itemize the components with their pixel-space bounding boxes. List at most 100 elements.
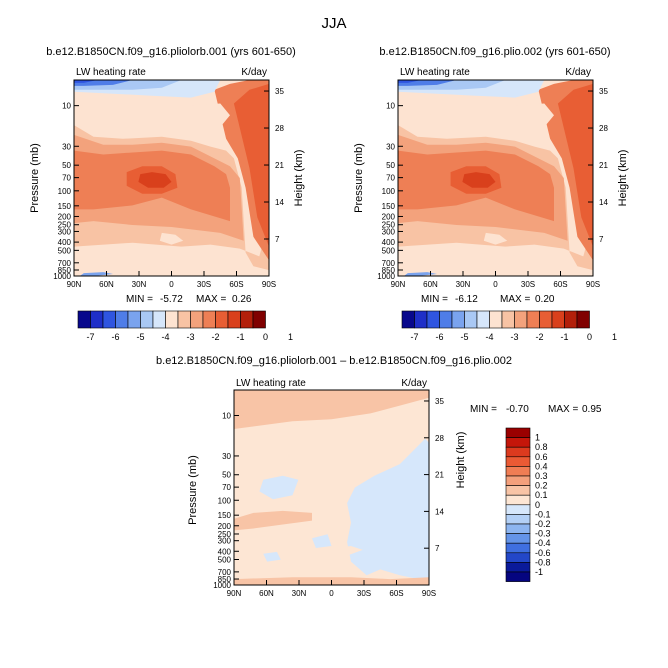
pressure-tick-label: 200	[218, 522, 232, 531]
panel-1-ylabel: Pressure (mb)	[29, 143, 41, 213]
pressure-tick-label: 400	[218, 547, 232, 556]
colorbar-swatch	[140, 310, 154, 329]
colorbar-swatch	[215, 310, 229, 329]
colorbar-label: -4	[161, 332, 169, 342]
pressure-tick-label: 50	[222, 471, 231, 480]
colorbar-swatch	[165, 310, 179, 329]
contour-band	[263, 551, 281, 562]
panel-3-max-label: MAX =	[548, 404, 578, 415]
colorbar-swatch	[539, 310, 553, 329]
colorbar-swatch	[102, 310, 116, 329]
colorbar-swatch	[401, 310, 415, 329]
colorbar-label: -6	[435, 332, 443, 342]
x-tick-label: 30N	[292, 589, 307, 598]
colorbar-swatch	[505, 571, 531, 582]
colorbar-swatch	[551, 310, 565, 329]
colorbar-label: -1	[535, 567, 543, 577]
figure-title: JJA	[321, 15, 346, 32]
height-tick-label: 7	[435, 544, 440, 553]
contour-band	[398, 99, 554, 127]
colorbar-swatch	[202, 310, 216, 329]
height-tick-label: 35	[275, 87, 284, 96]
colorbar-label: 0.4	[535, 461, 548, 471]
colorbar-label: 0.3	[535, 471, 548, 481]
height-tick-label: 14	[599, 198, 608, 207]
height-tick-label: 28	[599, 124, 608, 133]
colorbar-label: -4	[485, 332, 493, 342]
pressure-tick-label: 50	[62, 161, 71, 170]
pressure-tick-label: 850	[58, 266, 72, 275]
pressure-tick-label: 70	[386, 174, 395, 183]
panel-1-ylabel-right: Height (km)	[293, 150, 305, 207]
panel-3-colorbar: 10.80.60.40.30.20.10-0.1-0.2-0.3-0.4-0.6…	[505, 427, 551, 582]
colorbar-label: -0.4	[535, 538, 551, 548]
panel-3: b.e12.B1850CN.f09_g16.pliolorb.001 – b.e…	[156, 355, 602, 598]
colorbar-label: -0.8	[535, 557, 551, 567]
colorbar-label: 0	[587, 332, 592, 342]
colorbar-swatch	[127, 310, 141, 329]
colorbar-label: -3	[510, 332, 518, 342]
panel-3-min-label: MIN =	[470, 404, 497, 415]
pressure-tick-label: 300	[58, 227, 72, 236]
panel-1-min-label: MIN =	[126, 294, 153, 305]
pressure-tick-label: 150	[58, 202, 72, 211]
height-tick-label: 35	[435, 397, 444, 406]
height-tick-label: 7	[599, 235, 604, 244]
x-tick-label: 60N	[259, 589, 274, 598]
pressure-tick-label: 500	[382, 246, 396, 255]
colorbar-label: -3	[186, 332, 194, 342]
colorbar-label: 0.2	[535, 481, 548, 491]
panel-1-colorbar: -7 -6 -5 -4 -3 -2 -1 0 1	[77, 310, 293, 342]
colorbar-swatch	[489, 310, 503, 329]
x-tick-label: 30S	[357, 589, 371, 598]
pressure-tick-label: 100	[382, 187, 396, 196]
pressure-tick-label: 500	[58, 246, 72, 255]
colorbar-label: 0	[263, 332, 268, 342]
pressure-tick-label: 150	[218, 511, 232, 520]
panel-2-min-value: -6.12	[455, 294, 478, 305]
contour-band	[233, 83, 269, 247]
height-tick-label: 21	[599, 161, 608, 170]
contour-band	[321, 546, 363, 558]
x-tick-label: 60N	[423, 280, 438, 289]
colorbar-swatch	[177, 310, 191, 329]
contour-band	[312, 534, 332, 548]
pressure-tick-label: 1000	[213, 581, 231, 590]
x-tick-label: 30S	[521, 280, 535, 289]
x-tick-label: 30S	[197, 280, 211, 289]
colorbar-swatch	[505, 504, 531, 515]
pressure-tick-label: 200	[58, 212, 72, 221]
colorbar-swatch	[505, 427, 531, 438]
contour-band	[74, 99, 230, 127]
pressure-tick-label: 700	[382, 259, 396, 268]
colorbar-label: -7	[86, 332, 94, 342]
colorbar-swatch	[505, 523, 531, 534]
height-tick-label: 28	[275, 124, 284, 133]
pressure-tick-label: 850	[218, 575, 232, 584]
x-tick-label: 90S	[262, 280, 276, 289]
x-tick-label: 90S	[422, 589, 436, 598]
pressure-tick-label: 400	[58, 238, 72, 247]
panel-3-title: b.e12.B1850CN.f09_g16.pliolorb.001 – b.e…	[156, 355, 512, 367]
colorbar-label: 0.6	[535, 452, 548, 462]
colorbar-swatch	[505, 456, 531, 467]
colorbar-swatch	[476, 310, 490, 329]
panel-2-max-label: MAX =	[500, 294, 530, 305]
colorbar-swatch	[451, 310, 465, 329]
pressure-tick-label: 1000	[53, 272, 71, 281]
colorbar-label: -5	[460, 332, 468, 342]
x-tick-label: 90N	[227, 589, 242, 598]
x-tick-label: 90S	[586, 280, 600, 289]
colorbar-swatch	[252, 310, 266, 329]
pressure-tick-label: 30	[386, 142, 395, 151]
colorbar-label: -1	[560, 332, 568, 342]
colorbar-swatch	[505, 485, 531, 496]
panel-1-title: b.e12.B1850CN.f09_g16.pliolorb.001 (yrs …	[46, 46, 296, 58]
colorbar-swatch	[240, 310, 254, 329]
colorbar-swatch	[505, 437, 531, 448]
colorbar-label: -0.3	[535, 529, 551, 539]
pressure-tick-label: 30	[222, 452, 231, 461]
pressure-tick-label: 250	[382, 221, 396, 230]
x-tick-label: 60N	[99, 280, 114, 289]
